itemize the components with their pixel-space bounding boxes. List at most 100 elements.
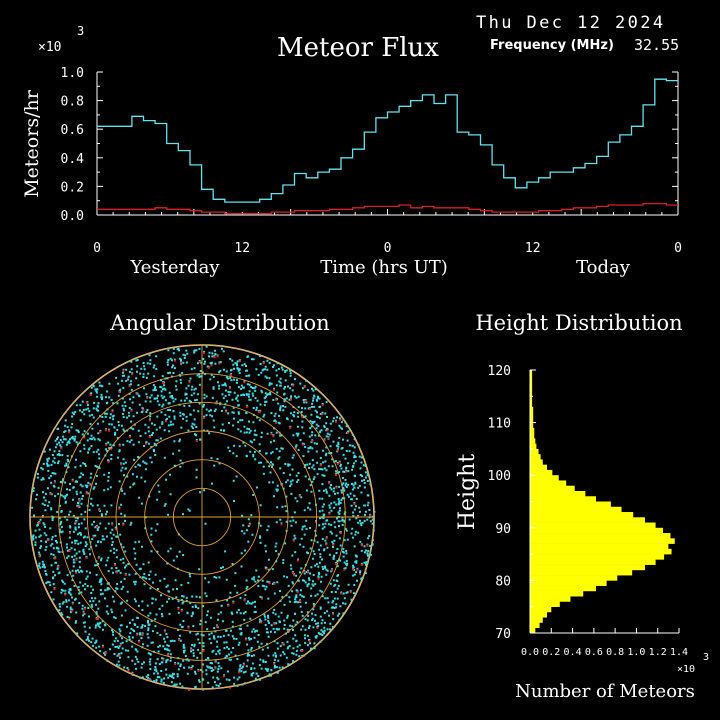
height-bar [530, 375, 533, 381]
height-bar [530, 590, 584, 597]
height-bar [530, 522, 656, 529]
height-bar [530, 611, 548, 618]
height-bar [530, 396, 533, 402]
height-bar [530, 448, 539, 455]
flux-x-tick-label: 12 [525, 241, 541, 256]
height-bar [530, 596, 571, 602]
height-bar [530, 480, 567, 487]
height-bar [530, 454, 541, 460]
height-bar [530, 559, 656, 565]
height-bar [530, 601, 560, 607]
height-x-tick-label: 0.2 [542, 647, 560, 658]
height-bar [530, 517, 645, 523]
height-bar [530, 385, 533, 392]
flux-x-axis-label: Time (hrs UT) [320, 257, 448, 278]
flux-series-total [97, 78, 678, 203]
flux-chart: 0.0 0.2 0.4 0.6 0.8 1.0 0 12 0 12 0 Meteors/hr Ye… [21, 66, 682, 278]
height-bar [530, 527, 664, 534]
height-bar [530, 617, 543, 623]
height-x-tick-label: 1.4 [670, 647, 688, 658]
height-y-tick-label: 80 [495, 574, 511, 589]
height-bar [530, 464, 548, 471]
flux-y-ticks: 0.0 0.2 0.4 0.6 0.8 1.0 [61, 66, 678, 224]
height-y-tick-label: 90 [495, 522, 511, 537]
height-multiplier-exponent: 3 [703, 652, 709, 663]
height-title: Height Distribution [475, 311, 682, 335]
height-bar [530, 443, 537, 450]
height-bar [530, 422, 534, 429]
height-x-tick-label: 1.0 [627, 647, 645, 658]
height-bar [530, 585, 596, 592]
frequency-value: 32.55 [634, 36, 679, 54]
height-x-tick-label: 0.4 [564, 647, 582, 658]
height-bar [530, 459, 543, 465]
flux-y-tick-label: 0.4 [61, 152, 85, 167]
flux-x-tick-label: 12 [234, 241, 250, 256]
height-distribution-chart: 70 80 90 100 110 120 0.0 0.2 0.4 0.6 0.8 1.0 1.2 1.4… [455, 364, 709, 702]
height-bar [530, 501, 611, 508]
flux-x-tick-label: 0 [93, 241, 101, 256]
period-label-today: Today [576, 257, 631, 278]
flux-y-tick-label: 0.2 [61, 180, 84, 195]
height-bar [530, 417, 534, 423]
flux-x-ticks: 0 12 0 12 0 [93, 209, 682, 256]
height-bar [530, 543, 669, 550]
height-bar [530, 433, 535, 439]
date-label: Thu Dec 12 2024 [476, 13, 666, 33]
height-bar [530, 438, 536, 444]
period-label-yesterday: Yesterday [129, 257, 220, 278]
height-x-tick-label: 0.8 [606, 647, 624, 658]
height-bar [530, 391, 533, 397]
height-bar [530, 564, 645, 571]
height-y-tick-label: 70 [495, 627, 511, 642]
height-bar [530, 606, 552, 613]
height-y-tick-label: 110 [488, 417, 511, 432]
height-multiplier: ×10 [677, 664, 695, 675]
height-bar [530, 512, 634, 518]
height-bar [530, 485, 575, 492]
flux-multiplier: ×10 [38, 40, 61, 55]
height-bar [530, 401, 533, 408]
flux-title: Meteor Flux [277, 33, 439, 63]
height-bar [530, 548, 672, 555]
flux-y-tick-label: 0.6 [61, 123, 84, 138]
flux-series-secondary [97, 202, 678, 215]
height-bar [530, 427, 535, 434]
height-x-axis-label: Number of Meteors [515, 681, 695, 702]
height-bar [530, 469, 553, 476]
height-bars [530, 370, 675, 634]
frequency-label: Frequency (MHz) [490, 38, 614, 53]
flux-x-tick-label: 0 [384, 241, 392, 256]
height-y-axis-label: Height [455, 454, 480, 530]
flux-x-tick-label: 0 [674, 241, 682, 256]
flux-axes [96, 72, 679, 216]
angular-title: Angular Distribution [109, 311, 329, 335]
height-y-tick-label: 120 [488, 364, 511, 379]
height-bar [530, 490, 586, 497]
height-y-ticks: 70 80 90 100 110 120 [488, 364, 536, 642]
height-bar [530, 627, 536, 634]
flux-y-tick-label: 1.0 [61, 66, 84, 81]
flux-series [97, 78, 678, 215]
height-bar [530, 475, 559, 481]
height-bar [530, 496, 596, 502]
height-bar [530, 569, 633, 576]
height-x-tick-label: 0.6 [585, 647, 603, 658]
height-y-tick-label: 100 [488, 469, 511, 484]
flux-multiplier-exponent: 3 [77, 24, 84, 38]
height-bar [530, 554, 665, 560]
angular-distribution-chart [29, 344, 376, 692]
height-bar [530, 538, 675, 544]
height-bar [530, 580, 607, 586]
height-x-ticks: 0.0 0.2 0.4 0.6 0.8 1.0 1.2 1.4 [521, 628, 688, 658]
height-bar [530, 575, 618, 581]
height-x-tick-label: 1.2 [649, 647, 667, 658]
height-bar [530, 622, 540, 629]
height-bar [530, 370, 533, 376]
flux-y-axis-label: Meteors/hr [21, 89, 43, 197]
height-bar [530, 412, 534, 418]
height-bar [530, 533, 671, 539]
height-x-tick-label: 0.0 [521, 647, 539, 658]
height-bar [530, 406, 534, 413]
